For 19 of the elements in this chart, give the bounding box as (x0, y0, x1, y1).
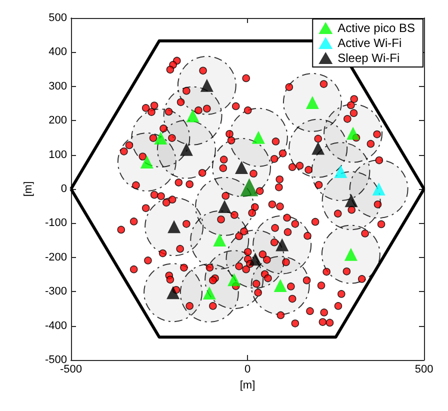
y-tick-label: -500 (44, 354, 67, 366)
x-tick-label: 500 (414, 364, 434, 376)
legend-label: Active pico BS (338, 21, 416, 35)
y-axis-title: [m] (22, 181, 35, 197)
x-axis-title: [m] (240, 379, 256, 392)
x-tick-label: 0 (244, 364, 251, 376)
y-tick-label: 200 (48, 114, 67, 127)
legend-label: Sleep Wi-Fi (338, 51, 400, 65)
y-tick-label: 400 (48, 46, 67, 58)
y-tick-label: 500 (48, 12, 67, 24)
x-tick-label: -500 (60, 364, 82, 376)
y-tick-label: 300 (48, 80, 67, 92)
y-tick-label: 0 (60, 183, 67, 195)
y-tick-label: -100 (44, 217, 67, 230)
y-tick-label: -200 (44, 251, 67, 264)
y-tick-label: -400 (44, 320, 67, 332)
legend-label: Active Wi-Fi (338, 36, 402, 50)
y-tick-label: 100 (48, 148, 67, 161)
y-tick-label: -300 (44, 286, 67, 298)
